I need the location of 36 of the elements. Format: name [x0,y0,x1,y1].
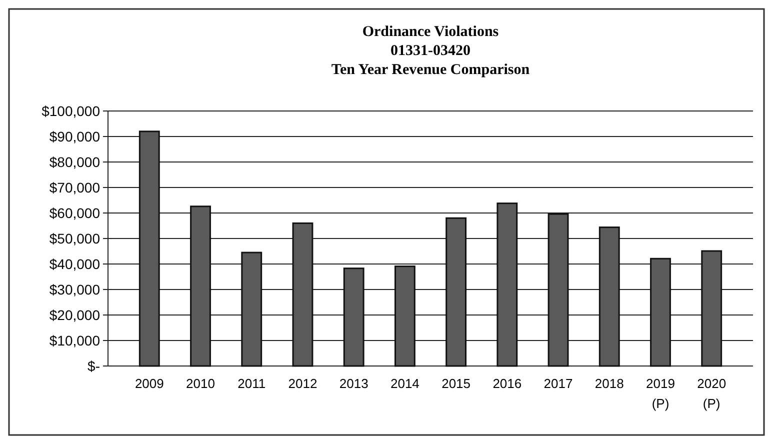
bar [598,226,620,367]
bar [548,213,569,367]
y-tick-label: $90,000 [49,128,100,144]
chart-title: Ordinance Violations 01331-03420 Ten Year Revenue Comparison [331,24,530,78]
x-tick-label: 2012 [288,376,318,391]
x-tick-label: 2018 [594,376,624,391]
y-tick-label: $- [88,358,100,374]
bar [394,266,416,367]
bar [241,252,262,367]
x-tick-label: 2011 [238,376,266,391]
bar [446,217,467,367]
x-tick-label: 2010 [186,376,215,391]
y-tick-label: $10,000 [49,332,100,348]
y-tick-label: $100,000 [42,102,100,119]
bar [650,258,671,367]
x-tick-label: 2009 [134,376,164,391]
x-tick-label: 2014 [390,376,420,391]
bar [701,250,722,367]
x-tick-label: 2015 [442,376,471,391]
y-tick-label: $30,000 [49,281,100,298]
y-tick-label: $40,000 [49,256,100,272]
bar [292,222,314,367]
x-tick-label: 2020 (P) [697,376,726,411]
y-tick-label: $60,000 [49,204,100,221]
x-tick-label: 2017 [544,376,573,391]
y-tick-label: $50,000 [49,230,100,246]
y-tick-label: $70,000 [49,179,100,196]
bar [496,202,518,367]
y-tick-label: $80,000 [49,154,100,170]
bar [190,206,211,367]
y-tick-label: $20,000 [49,306,100,323]
x-tick-label: 2013 [339,376,368,391]
x-tick-label: 2016 [492,376,522,391]
bar [343,268,364,367]
bar [138,130,160,367]
x-tick-label: 2019 (P) [646,376,675,411]
